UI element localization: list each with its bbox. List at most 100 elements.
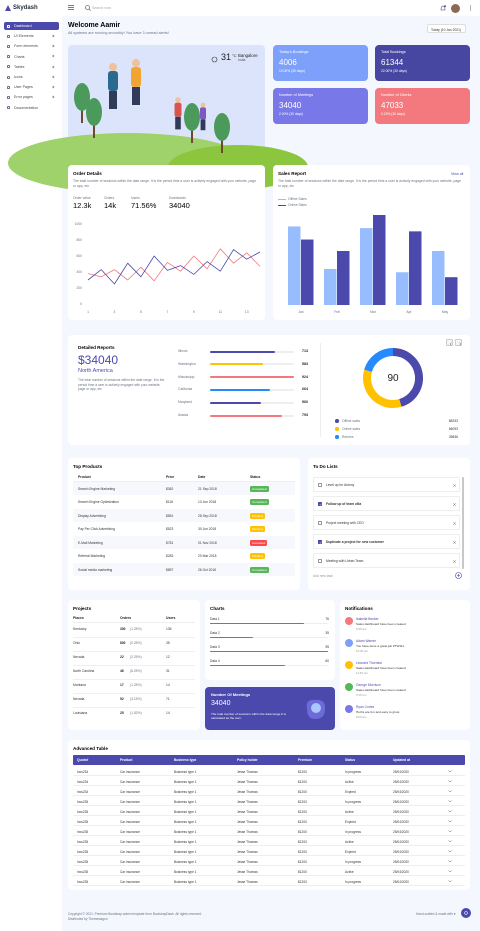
cell: $1200 <box>298 829 307 834</box>
cross <box>452 521 457 525</box>
nav-item[interactable]: Dashboard <box>4 22 59 30</box>
cell: $1200 <box>298 809 307 814</box>
cell: Incs234 <box>77 789 89 794</box>
bar <box>210 636 254 639</box>
todo-text: Level up for Antony <box>326 483 355 487</box>
notification-name[interactable]: Ryan Cortez <box>356 705 375 709</box>
search-input[interactable]: Search now <box>92 5 111 10</box>
x-tick-label: 11 <box>219 310 223 314</box>
cell: $1200 <box>298 819 307 824</box>
column-header: Status <box>345 758 356 762</box>
meetings-title: Number Of Meetings <box>211 692 251 697</box>
notification-name[interactable]: Adam Warren <box>356 639 377 643</box>
checkbox[interactable] <box>318 502 322 506</box>
cell: 135 <box>166 627 172 631</box>
cell: Car insurance <box>120 849 140 854</box>
checkbox[interactable] <box>318 483 322 487</box>
chevron <box>458 341 461 346</box>
scrollbar <box>462 477 464 569</box>
nav-icon <box>7 65 10 69</box>
chevron <box>448 839 452 842</box>
bell-badge <box>444 4 446 7</box>
checkbox[interactable] <box>318 559 322 563</box>
nav-item[interactable]: Charts <box>4 53 59 61</box>
card-title: Projects <box>73 606 92 611</box>
cell: 12 <box>166 655 170 659</box>
card-title: Order Details <box>73 171 102 176</box>
check-mark <box>319 541 322 544</box>
notification-name[interactable]: George Morrison <box>356 683 381 687</box>
nav-item[interactable]: Form elements <box>4 42 59 50</box>
table-row <box>73 522 295 536</box>
cell: Search Engine Optimization <box>78 500 119 505</box>
notification-name[interactable]: Isabella Becker <box>356 617 379 621</box>
cell: 13 Jun 2018 <box>198 500 217 505</box>
cell: Business type 1 <box>174 859 197 864</box>
checkbox[interactable] <box>318 521 322 525</box>
nav-item[interactable]: Icons <box>4 73 59 81</box>
bar <box>396 272 409 305</box>
cell: Incs235 <box>77 859 89 864</box>
person-head <box>200 102 206 108</box>
view-all-link[interactable]: View all <box>451 171 464 176</box>
cell: Incs235 <box>77 809 89 814</box>
bar <box>373 215 386 305</box>
metric-label: Order value <box>73 196 91 200</box>
cell: Car insurance <box>120 769 140 774</box>
pager-button[interactable] <box>446 339 453 346</box>
settings-button[interactable] <box>461 908 471 918</box>
new-task-input[interactable]: Add new task <box>313 571 453 580</box>
nav-item[interactable]: User Pages <box>4 83 59 91</box>
notification-name[interactable]: Leonard Thornton <box>356 661 383 665</box>
column-header: Price <box>166 475 175 479</box>
search-circle <box>85 5 90 10</box>
cell: In progress <box>345 829 361 834</box>
cell: Jesse Thomas <box>237 869 258 874</box>
data-value: 35 <box>325 631 329 635</box>
notification-time: 3:15 pm <box>356 693 367 697</box>
nav-item[interactable]: UI Elements <box>4 32 59 40</box>
tick <box>319 503 322 506</box>
cell: 22 <box>120 655 124 659</box>
cell: $1200 <box>298 799 307 804</box>
nav-icon <box>7 44 10 48</box>
x-tick-label: Jan <box>298 310 303 314</box>
column-header: Business type <box>174 758 197 762</box>
expand-toggle <box>448 779 452 782</box>
x-tick-label: 7 <box>166 310 168 314</box>
state-value: 560 <box>302 400 308 405</box>
notification-time: 6:55 am <box>356 627 367 631</box>
cell: Jesse Thomas <box>237 799 258 804</box>
table-row <box>73 876 465 886</box>
nav-item[interactable]: Documentation <box>4 104 59 112</box>
cell: Business type 1 <box>174 809 197 814</box>
table-row <box>73 509 295 522</box>
donut-segment <box>363 369 402 408</box>
tree-crown <box>86 98 102 126</box>
stat-card: Today's Bookings 4006 10.00% (30 days) <box>273 45 368 81</box>
nav-item[interactable]: Tables <box>4 63 59 71</box>
cell: 35 <box>166 641 170 645</box>
pager-button[interactable] <box>455 339 462 346</box>
cell: (1.25%) <box>130 627 142 631</box>
nav-icon <box>7 85 10 89</box>
cell: Incs235 <box>77 819 89 824</box>
notification-message: You have done a great job #TW111 <box>356 644 405 648</box>
legend-dot <box>335 419 339 423</box>
nav-item[interactable]: Error pages <box>4 93 59 101</box>
cell: 30 Jun 2018 <box>198 527 217 532</box>
nav-chevron <box>51 75 55 79</box>
column-header: Status <box>250 475 261 479</box>
data-value: 76 <box>325 617 329 621</box>
cell: 25/04/2020 <box>393 829 409 834</box>
cell: 31 <box>166 669 170 673</box>
notification-time: 11:45 am <box>356 671 368 675</box>
checkbox[interactable] <box>318 540 322 544</box>
avatar[interactable] <box>451 3 460 13</box>
remove-icon <box>452 483 457 487</box>
nav-chevron <box>51 65 55 69</box>
chevron <box>448 869 452 872</box>
stat-label: Today's Bookings <box>279 50 309 54</box>
cell: In progress <box>345 769 361 774</box>
date-button[interactable]: Today (10 Jan 2021) <box>427 24 466 33</box>
